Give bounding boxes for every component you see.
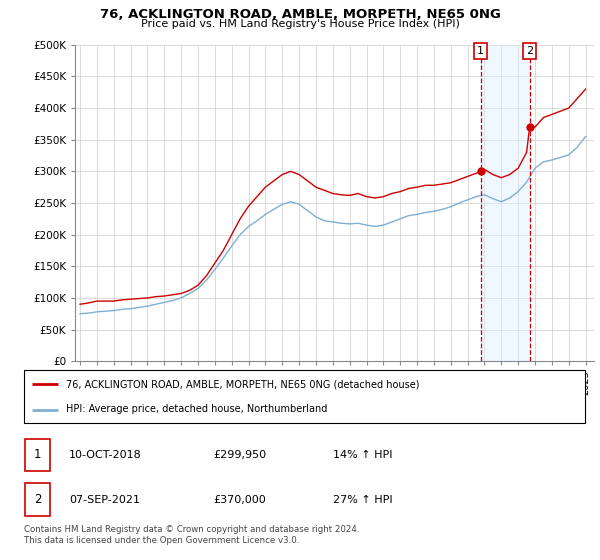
Text: Contains HM Land Registry data © Crown copyright and database right 2024.
This d: Contains HM Land Registry data © Crown c… (24, 525, 359, 545)
Text: 76, ACKLINGTON ROAD, AMBLE, MORPETH, NE65 0NG (detached house): 76, ACKLINGTON ROAD, AMBLE, MORPETH, NE6… (66, 380, 419, 390)
Text: 1: 1 (477, 46, 484, 56)
FancyBboxPatch shape (25, 438, 50, 472)
Text: HPI: Average price, detached house, Northumberland: HPI: Average price, detached house, Nort… (66, 404, 328, 414)
Text: 1: 1 (34, 449, 41, 461)
Text: 10-OCT-2018: 10-OCT-2018 (69, 450, 142, 460)
Text: 2: 2 (34, 493, 41, 506)
Text: 27% ↑ HPI: 27% ↑ HPI (333, 495, 392, 505)
Text: 76, ACKLINGTON ROAD, AMBLE, MORPETH, NE65 0NG: 76, ACKLINGTON ROAD, AMBLE, MORPETH, NE6… (100, 8, 500, 21)
Text: 14% ↑ HPI: 14% ↑ HPI (333, 450, 392, 460)
Text: £299,950: £299,950 (213, 450, 266, 460)
FancyBboxPatch shape (25, 483, 50, 516)
Text: 2: 2 (526, 46, 533, 56)
Text: £370,000: £370,000 (213, 495, 266, 505)
FancyBboxPatch shape (24, 370, 585, 423)
Text: Price paid vs. HM Land Registry's House Price Index (HPI): Price paid vs. HM Land Registry's House … (140, 19, 460, 29)
Text: 07-SEP-2021: 07-SEP-2021 (69, 495, 140, 505)
Bar (481, 45, 530, 361)
